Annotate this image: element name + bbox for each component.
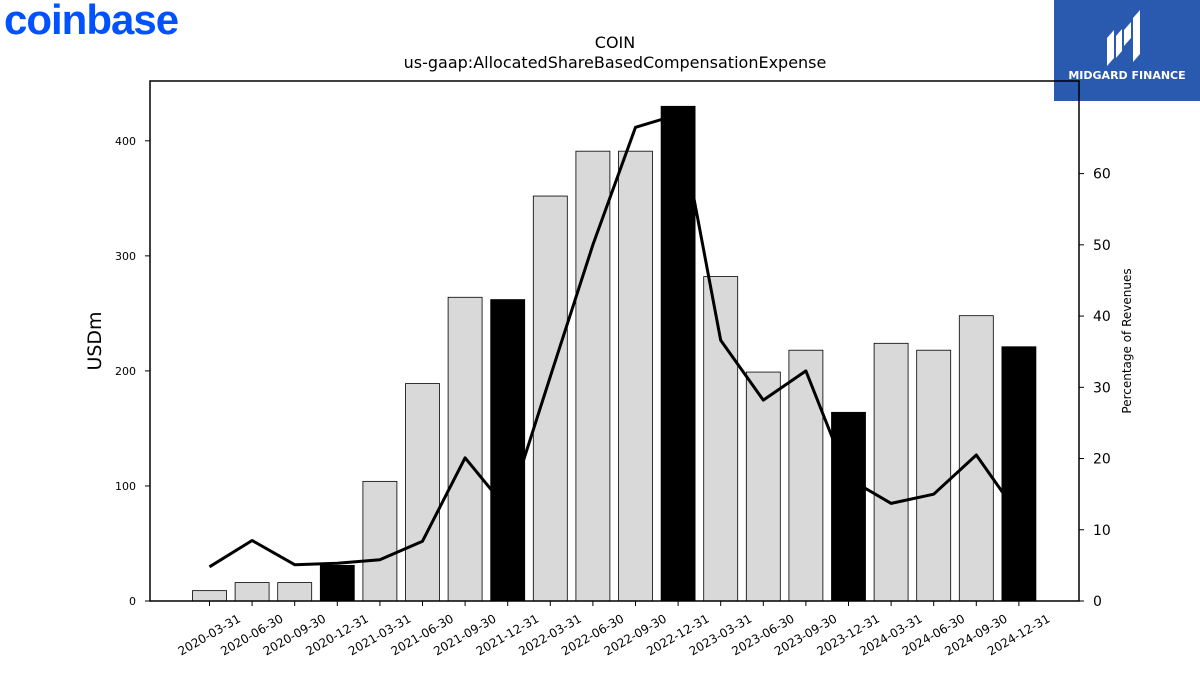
y2-tick-label: 40	[1093, 309, 1111, 325]
y-tick-label: 200	[115, 365, 136, 378]
left-axis: 0 100 200 300 400	[115, 135, 150, 608]
bar-2024-09-30	[958, 315, 994, 602]
x-axis: 2020-03-312020-06-302020-09-302020-12-31…	[176, 601, 1052, 658]
bar-2020-06-30	[234, 582, 270, 602]
y-tick-label: 100	[115, 480, 136, 493]
bar-2020-03-31	[192, 590, 227, 602]
bar-2021-09-30	[447, 296, 483, 602]
y2-tick-label: 0	[1093, 594, 1102, 610]
bar-2024-12-31	[1001, 346, 1037, 602]
bar-2023-03-31	[703, 276, 739, 602]
y2-tick-label: 50	[1093, 238, 1111, 254]
y2-tick-label: 30	[1093, 380, 1111, 396]
bar-2021-03-31	[362, 480, 398, 602]
percentage-of-revenues-line	[208, 113, 1021, 569]
bar-2020-12-31	[319, 564, 355, 602]
bar-2022-06-30	[575, 150, 611, 602]
y2-axis-label: Percentage of Revenues	[1120, 268, 1134, 413]
coinbase-logo: coinbase	[4, 0, 179, 43]
bar-2024-03-31	[873, 342, 909, 602]
y2-tick-label: 20	[1093, 452, 1111, 468]
y-tick-label: 0	[129, 595, 136, 608]
y2-tick-label: 10	[1093, 523, 1111, 539]
y2-tick-label: 60	[1093, 167, 1111, 183]
bars-layer	[192, 105, 1037, 602]
bar-2023-09-30	[788, 349, 824, 602]
y-axis-label: USDm	[84, 311, 106, 370]
bar-2022-03-31	[532, 195, 568, 602]
midgard-finance-name: MIDGARD FINANCE	[1068, 69, 1186, 82]
bar-2023-12-31	[831, 411, 866, 602]
midgard-finance-badge: MIDGARD FINANCE	[1054, 0, 1200, 101]
plot-frame	[149, 80, 1080, 602]
bar-2022-12-31	[660, 105, 696, 602]
bar-2021-12-31	[490, 299, 526, 602]
right-axis: 0 10 20 30 40 50 60	[1079, 167, 1111, 610]
bar-2022-09-30	[618, 150, 653, 602]
chart-title: COIN	[595, 33, 635, 52]
y-tick-label: 300	[115, 250, 136, 263]
bar-2023-06-30	[745, 371, 781, 602]
y-tick-label: 400	[115, 135, 136, 148]
line-layer	[208, 113, 1021, 569]
bar-2021-06-30	[405, 383, 440, 602]
bar-2024-06-30	[916, 349, 952, 602]
chart-subtitle: us-gaap:AllocatedShareBasedCompensationE…	[404, 53, 827, 72]
bar-2020-09-30	[277, 582, 313, 602]
midgard-logo-icon	[1107, 10, 1140, 66]
